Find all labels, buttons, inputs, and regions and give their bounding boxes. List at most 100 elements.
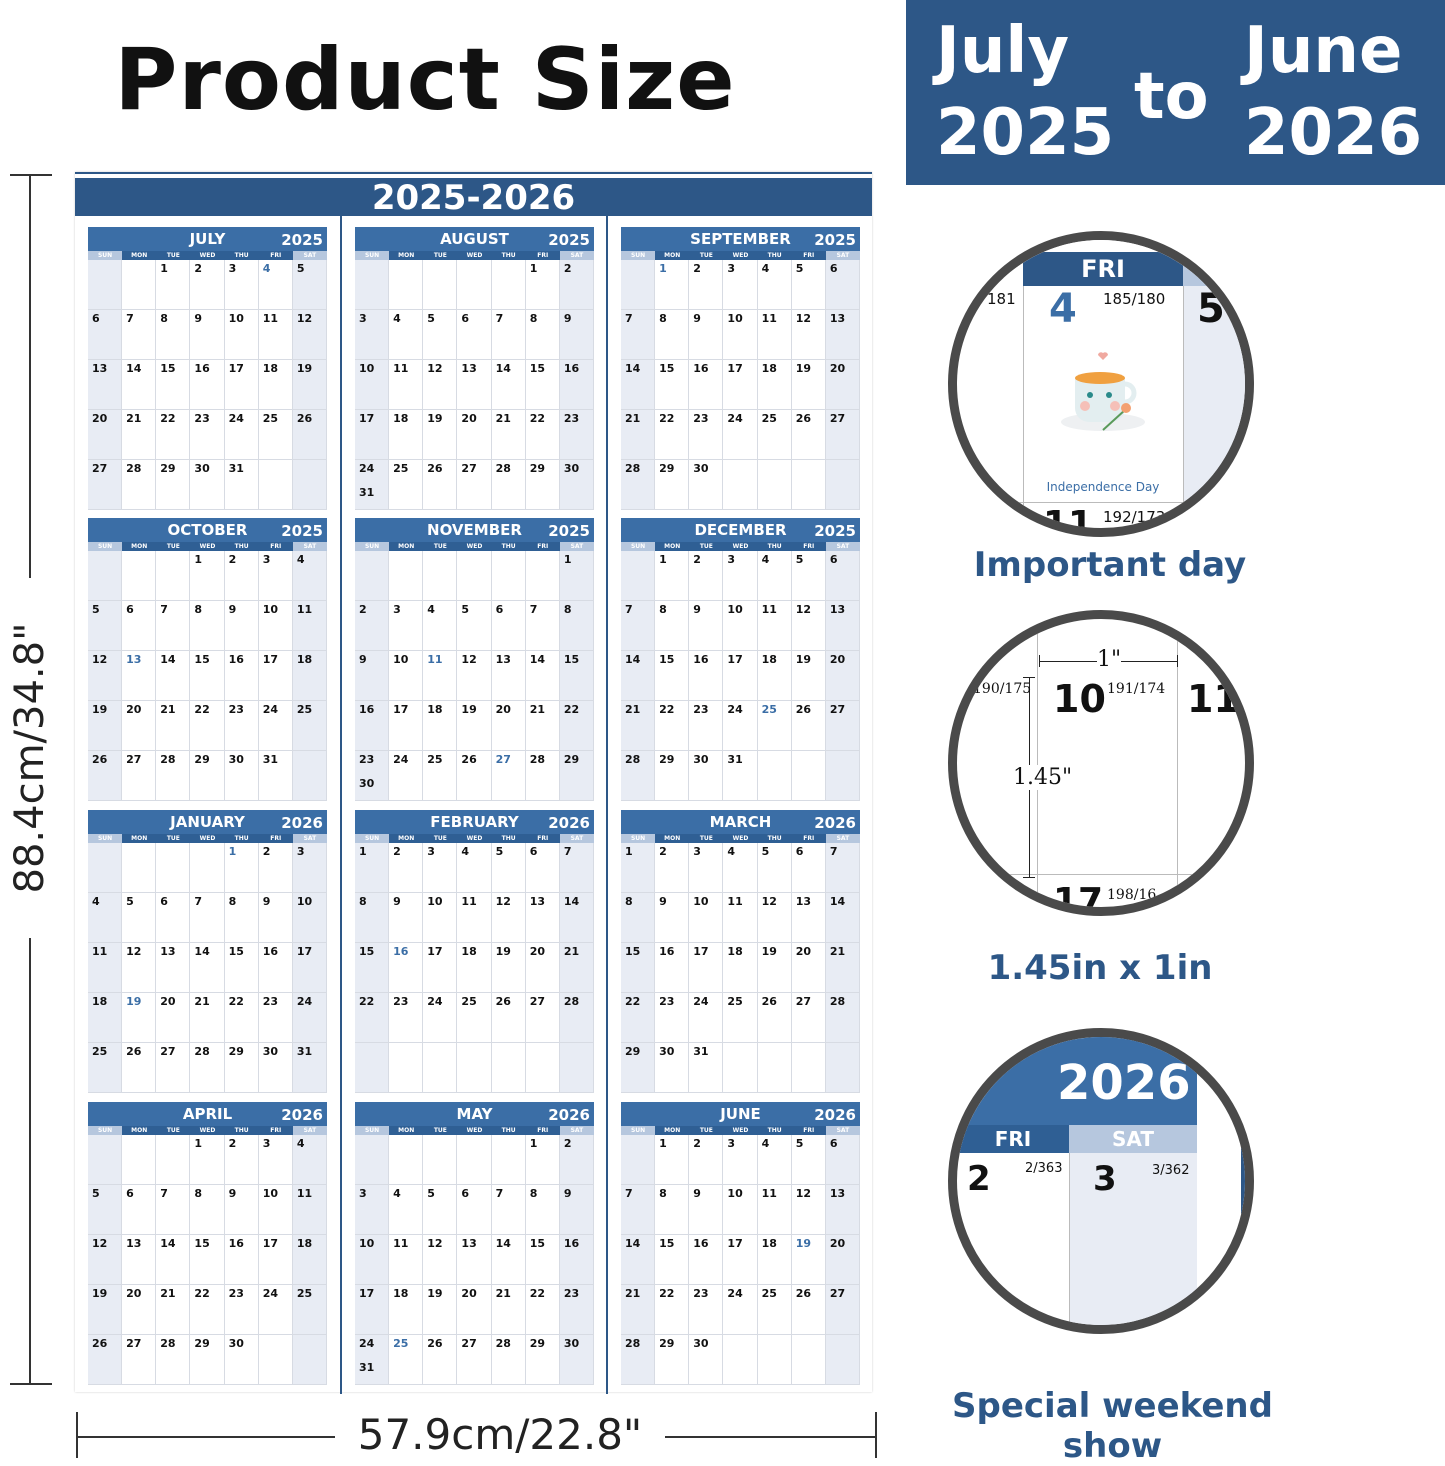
day-cell[interactable] — [825, 1335, 860, 1385]
day-cell[interactable]: 30 — [224, 1335, 259, 1385]
day-cell[interactable]: 14 — [525, 651, 560, 701]
day-cell[interactable]: 24 — [258, 1285, 293, 1335]
day-cell[interactable]: 26 — [491, 993, 526, 1043]
day-cell[interactable]: 21 — [491, 410, 526, 460]
day-cell[interactable]: 21 — [825, 943, 860, 993]
day-cell[interactable]: 3 — [423, 843, 458, 893]
day-cell[interactable]: 3 — [224, 260, 259, 310]
day-cell[interactable]: 22 — [621, 993, 656, 1043]
day-cell[interactable]: 5 — [791, 1135, 826, 1185]
day-cell[interactable]: 4 — [757, 260, 792, 310]
day-cell[interactable] — [355, 551, 390, 601]
day-cell[interactable]: 8 — [224, 893, 259, 943]
day-cell[interactable]: 16 — [689, 651, 724, 701]
day-cell[interactable]: 8 — [655, 1185, 690, 1235]
day-cell[interactable]: 14 — [190, 943, 225, 993]
day-cell[interactable]: 23 — [559, 410, 594, 460]
day-cell[interactable]: 9 — [389, 893, 424, 943]
day-cell[interactable] — [723, 1335, 758, 1385]
day-cell[interactable]: 17 — [723, 1235, 758, 1285]
day-cell[interactable]: 28 — [491, 460, 526, 510]
day-cell[interactable]: 11 — [292, 601, 327, 651]
day-cell[interactable]: 10 — [355, 1235, 390, 1285]
day-cell[interactable]: 31 — [292, 1043, 327, 1093]
day-cell[interactable]: 5 — [757, 843, 792, 893]
day-cell[interactable]: 22 — [655, 1285, 690, 1335]
day-cell[interactable]: 29 — [156, 460, 191, 510]
day-cell[interactable]: 12 — [423, 360, 458, 410]
day-cell[interactable]: 28 — [122, 460, 157, 510]
day-cell[interactable]: 12 — [491, 893, 526, 943]
day-cell[interactable]: 28 — [559, 993, 594, 1043]
day-cell[interactable]: 3 — [292, 843, 327, 893]
day-cell[interactable]: 29 — [224, 1043, 259, 1093]
day-cell[interactable]: 13 — [825, 601, 860, 651]
day-cell[interactable]: 9 — [224, 1185, 259, 1235]
day-cell[interactable]: 20 — [457, 410, 492, 460]
day-cell[interactable]: 20 — [491, 701, 526, 751]
day-cell[interactable]: 19 — [491, 943, 526, 993]
day-cell[interactable]: 30 — [689, 460, 724, 510]
day-cell[interactable]: 15 — [655, 1235, 690, 1285]
day-cell[interactable]: 2 — [559, 1135, 594, 1185]
day-cell[interactable]: 2 — [258, 843, 293, 893]
day-cell[interactable] — [122, 551, 157, 601]
day-cell[interactable]: 26 — [457, 751, 492, 801]
day-cell[interactable] — [491, 260, 526, 310]
day-cell[interactable]: 24 31 — [355, 460, 390, 510]
day-cell[interactable]: 22 — [190, 701, 225, 751]
day-cell[interactable]: 31 — [224, 460, 259, 510]
day-cell[interactable] — [621, 1135, 656, 1185]
day-cell[interactable]: 6 — [88, 310, 123, 360]
day-cell[interactable]: 19 — [423, 1285, 458, 1335]
day-cell[interactable]: 28 — [156, 1335, 191, 1385]
day-cell[interactable]: 9 — [559, 1185, 594, 1235]
day-cell[interactable] — [292, 1335, 327, 1385]
day-cell[interactable]: 27 — [825, 410, 860, 460]
day-cell[interactable]: 24 — [258, 701, 293, 751]
day-cell[interactable]: 6 — [122, 601, 157, 651]
day-cell[interactable]: 5 — [88, 601, 123, 651]
day-cell[interactable] — [825, 1043, 860, 1093]
day-cell[interactable]: 22 — [655, 701, 690, 751]
day-cell[interactable]: 22 — [156, 410, 191, 460]
day-cell[interactable]: 24 31 — [355, 1335, 390, 1385]
day-cell[interactable] — [757, 1043, 792, 1093]
day-cell[interactable]: 16 — [559, 1235, 594, 1285]
day-cell[interactable]: 16 — [258, 943, 293, 993]
day-cell[interactable]: 1 — [655, 1135, 690, 1185]
day-cell[interactable] — [292, 751, 327, 801]
day-cell[interactable]: 3 — [355, 310, 390, 360]
day-cell[interactable] — [723, 460, 758, 510]
day-cell[interactable]: 30 — [689, 751, 724, 801]
day-cell[interactable]: 11 — [389, 360, 424, 410]
day-cell[interactable]: 12 — [423, 1235, 458, 1285]
day-cell[interactable]: 23 — [224, 1285, 259, 1335]
day-cell[interactable]: 3 — [689, 843, 724, 893]
day-cell[interactable]: 25 — [292, 701, 327, 751]
day-cell[interactable]: 21 — [156, 1285, 191, 1335]
day-cell[interactable]: 7 — [122, 310, 157, 360]
day-cell[interactable]: 18 — [389, 410, 424, 460]
day-cell[interactable]: 11 — [258, 310, 293, 360]
day-cell[interactable]: 2 — [655, 843, 690, 893]
day-cell[interactable]: 17 — [355, 410, 390, 460]
day-cell[interactable]: 20 — [88, 410, 123, 460]
day-cell[interactable] — [88, 551, 123, 601]
day-cell[interactable]: 10 — [258, 1185, 293, 1235]
day-cell[interactable]: 16 — [190, 360, 225, 410]
day-cell[interactable] — [88, 1135, 123, 1185]
day-cell[interactable]: 19 — [791, 360, 826, 410]
day-cell[interactable]: 20 — [122, 701, 157, 751]
day-cell[interactable]: 3 — [723, 260, 758, 310]
day-cell[interactable]: 2 — [689, 260, 724, 310]
day-cell[interactable] — [457, 260, 492, 310]
day-cell[interactable]: 21 — [156, 701, 191, 751]
day-cell[interactable] — [423, 551, 458, 601]
day-cell[interactable]: 9 — [689, 601, 724, 651]
day-cell[interactable]: 6 — [825, 1135, 860, 1185]
day-cell[interactable]: 15 — [190, 651, 225, 701]
day-cell[interactable]: 5 — [457, 601, 492, 651]
day-cell[interactable]: 29 — [559, 751, 594, 801]
day-cell[interactable]: 13 — [156, 943, 191, 993]
